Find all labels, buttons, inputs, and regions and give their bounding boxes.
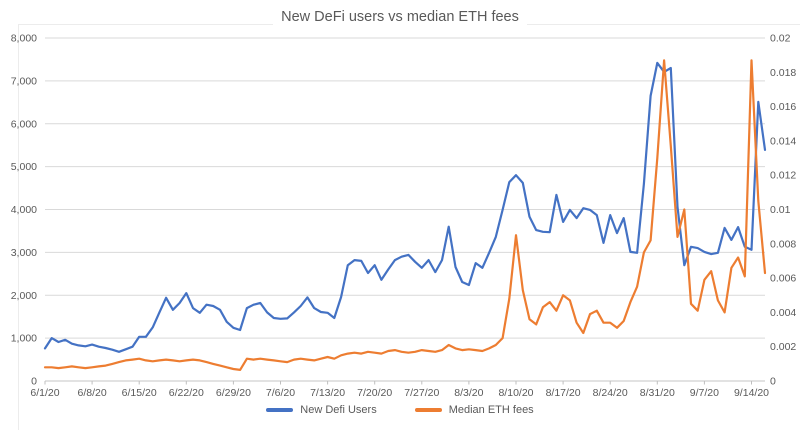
svg-text:6/29/20: 6/29/20 (216, 387, 251, 399)
svg-text:6,000: 6,000 (11, 118, 37, 130)
x-axis-ticks (44, 381, 752, 385)
chart-title: New DeFi users vs median ETH fees (0, 9, 800, 26)
svg-text:7/13/20: 7/13/20 (310, 387, 345, 399)
legend-label: New Defi Users (300, 404, 377, 416)
y-axis-left-labels: 0 1,000 2,000 3,000 4,000 5,000 6,000 7,000 8,00… (11, 33, 37, 388)
svg-text:5,000: 5,000 (11, 161, 37, 173)
svg-text:6/8/20: 6/8/20 (77, 387, 106, 399)
chart-title-text: New DeFi users vs median ETH fees (273, 9, 527, 25)
y-axis-right-labels: 0 0.002 0.004 0.006 0.008 0.01 0.012 0.014 0.016… (770, 33, 796, 388)
svg-text:7/6/20: 7/6/20 (266, 387, 295, 399)
chart-legend: New Defi Users Median ETH fees (0, 404, 800, 416)
svg-text:0.002: 0.002 (770, 341, 796, 353)
svg-text:4,000: 4,000 (11, 204, 37, 216)
svg-text:8/3/20: 8/3/20 (454, 387, 483, 399)
svg-text:0.01: 0.01 (770, 204, 791, 216)
svg-text:0.006: 0.006 (770, 273, 796, 285)
svg-text:0.004: 0.004 (770, 307, 796, 319)
svg-text:0: 0 (770, 376, 776, 388)
legend-swatch (266, 408, 294, 412)
svg-text:7/27/20: 7/27/20 (404, 387, 439, 399)
svg-text:0.014: 0.014 (770, 135, 796, 147)
svg-text:0.016: 0.016 (770, 101, 796, 113)
chart-border-left (18, 24, 19, 430)
svg-text:1,000: 1,000 (11, 333, 37, 345)
svg-text:0.012: 0.012 (770, 170, 796, 182)
svg-text:8/10/20: 8/10/20 (498, 387, 533, 399)
svg-text:6/15/20: 6/15/20 (122, 387, 157, 399)
legend-item-0: New Defi Users (266, 404, 377, 416)
svg-text:9/7/20: 9/7/20 (690, 387, 719, 399)
svg-text:3,000: 3,000 (11, 247, 37, 259)
svg-text:8/17/20: 8/17/20 (546, 387, 581, 399)
svg-text:7/20/20: 7/20/20 (357, 387, 392, 399)
svg-text:0.008: 0.008 (770, 238, 796, 250)
series-line-median-eth-fees (43, 59, 767, 371)
x-axis-labels: 6/1/20 6/8/20 6/15/20 6/22/20 6/29/20 7/6/20 7… (30, 387, 769, 399)
svg-text:8/31/20: 8/31/20 (640, 387, 675, 399)
svg-text:6/22/20: 6/22/20 (169, 387, 204, 399)
svg-text:0: 0 (31, 376, 37, 388)
svg-text:8/24/20: 8/24/20 (593, 387, 628, 399)
svg-text:9/14/20: 9/14/20 (734, 387, 769, 399)
legend-swatch (414, 408, 442, 412)
series-line-new-defi-users (43, 61, 767, 353)
svg-text:0.02: 0.02 (770, 33, 791, 45)
svg-text:0.018: 0.018 (770, 67, 796, 79)
gridlines (45, 37, 765, 339)
svg-text:6/1/20: 6/1/20 (30, 387, 59, 399)
svg-text:7,000: 7,000 (11, 75, 37, 87)
svg-text:8,000: 8,000 (11, 33, 37, 45)
svg-text:2,000: 2,000 (11, 290, 37, 302)
legend-label: Median ETH fees (448, 404, 534, 416)
legend-item-1: Median ETH fees (414, 404, 534, 416)
